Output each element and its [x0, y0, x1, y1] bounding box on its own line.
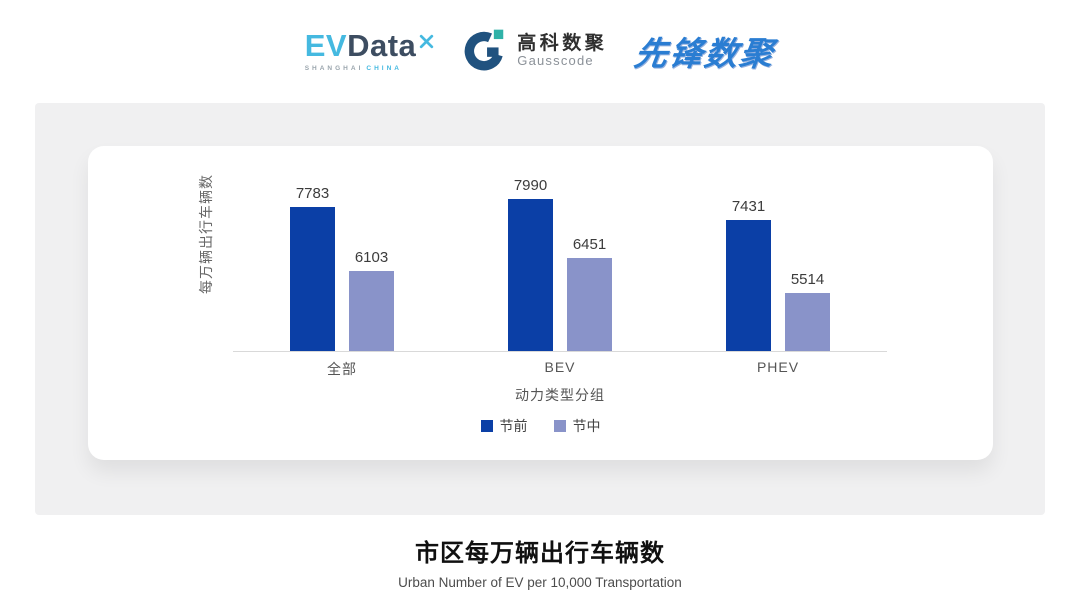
chart-panel: 每万辆出行车辆数 7783 6103 7990 6451 7431 5514 全部 BEV P… — [35, 103, 1045, 515]
legend-item: 节中 — [553, 416, 601, 436]
x-axis-label: 动力类型分组 — [515, 387, 605, 403]
evdata-wordmark: EV Data — [305, 30, 436, 61]
category-axis: 全部 BEV PHEV — [233, 359, 887, 377]
bar-value-label: 5514 — [790, 271, 825, 288]
bar-value-label: 7783 — [295, 185, 330, 202]
bar-column: 5514 — [785, 271, 830, 351]
legend-swatch — [553, 420, 566, 432]
bar — [290, 207, 335, 351]
gausscode-logo: 高科数聚 Gausscode — [463, 26, 607, 77]
bar-group: 7431 5514 — [726, 198, 830, 351]
legend: 节前 节中 — [88, 416, 993, 436]
evdata-sub-china: CHINA — [366, 65, 402, 72]
xianfeng-logo: 先锋数聚 — [632, 35, 778, 72]
plot-area: 7783 6103 7990 6451 7431 5514 — [233, 177, 887, 352]
bar-column: 6451 — [567, 236, 612, 351]
header: EV Data SHANGHAI CHINA 高科数聚 Gausscode 先锋数 — [0, 20, 1080, 82]
evdata-subtitle: SHANGHAI CHINA — [305, 65, 402, 72]
evdata-data-text: Data — [347, 28, 417, 63]
bar-column: 7783 — [290, 185, 335, 351]
legend-label: 节中 — [572, 418, 601, 434]
category-label: PHEV — [756, 359, 800, 375]
chart-card: 每万辆出行车辆数 7783 6103 7990 6451 7431 5514 全部 BEV P… — [88, 146, 993, 460]
bar-value-label: 7431 — [731, 198, 766, 215]
bar — [567, 258, 612, 351]
bar-value-label: 7990 — [513, 177, 548, 194]
bar — [785, 293, 830, 351]
y-axis-label: 每万辆出行车辆数 — [198, 174, 214, 294]
legend-swatch — [480, 420, 493, 432]
bar-column: 7990 — [508, 177, 553, 351]
chart-title: 市区每万辆出行车辆数 — [415, 540, 665, 567]
bar-value-label: 6103 — [354, 249, 389, 266]
bar — [508, 199, 553, 351]
footer: 市区每万辆出行车辆数 Urban Number of EV per 10,000… — [0, 533, 1080, 590]
category-label: 全部 — [327, 361, 357, 377]
evdata-logo: EV Data SHANGHAI CHINA — [305, 30, 436, 72]
bar — [349, 271, 394, 351]
bar — [726, 220, 771, 351]
evdata-sub-shanghai: SHANGHAI — [304, 65, 364, 72]
bar-column: 7431 — [726, 198, 771, 351]
bar-group: 7990 6451 — [508, 177, 612, 351]
sparkle-x-icon — [418, 24, 435, 55]
bar-group: 7783 6103 — [290, 185, 394, 351]
legend-item: 节前 — [480, 416, 528, 436]
legend-label: 节前 — [499, 418, 528, 434]
bar-column: 6103 — [349, 249, 394, 351]
evdata-ev-text: EV — [304, 28, 348, 63]
gausscode-cn-name: 高科数聚 — [517, 32, 608, 54]
category-label: BEV — [544, 359, 576, 375]
gausscode-g-icon — [463, 26, 509, 77]
gausscode-en-name: Gausscode — [517, 53, 594, 69]
bar-value-label: 6451 — [572, 236, 607, 253]
chart-subtitle: Urban Number of EV per 10,000 Transporta… — [398, 575, 682, 590]
gausscode-text-block: 高科数聚 Gausscode — [517, 33, 607, 70]
